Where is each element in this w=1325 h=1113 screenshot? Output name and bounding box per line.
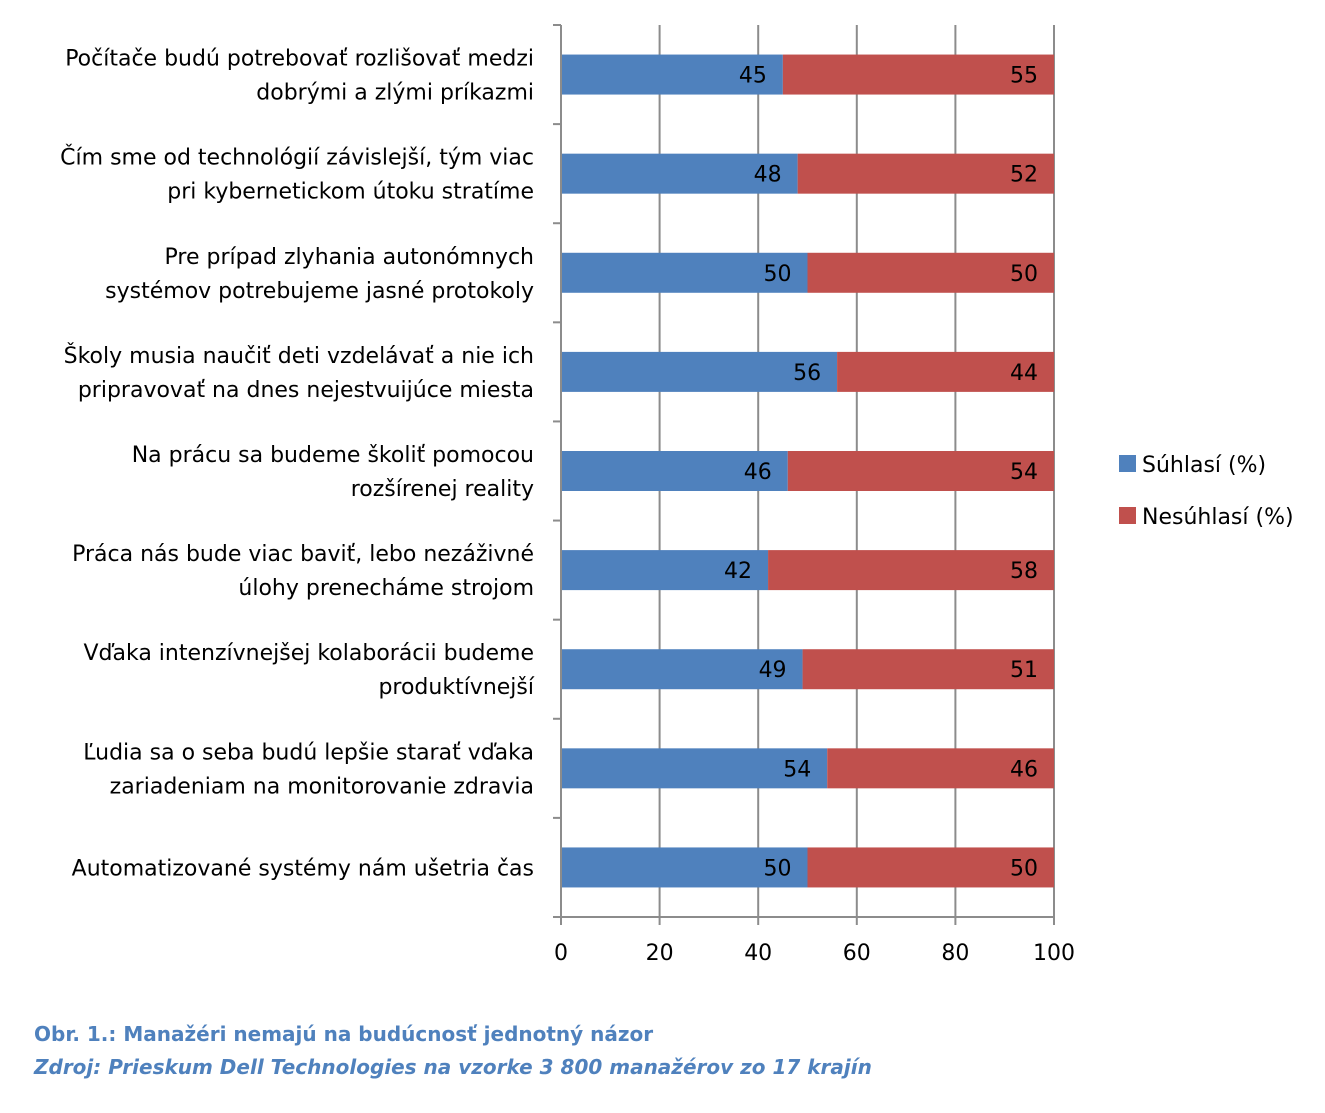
data-label-suhlasi: 50 [764,856,792,881]
data-label-suhlasi: 50 [764,262,792,287]
category-label: rozšírenej reality [351,477,534,502]
x-tick-label: 80 [941,941,969,966]
category-label: Ľudia sa o seba budú lepšie starať vďaka [83,740,534,765]
bar-suhlasi [561,550,769,591]
bars [561,54,1054,888]
data-label-nesuhlasi: 58 [1010,559,1038,584]
category-label: systémov potrebujeme jasné protokoly [105,279,534,304]
category-label: Školy musia naučiť deti vzdelávať a nie … [64,343,534,369]
category-label: Vďaka intenzívnejšej kolaborácii budeme [83,641,534,666]
axes: 0 20 40 60 80 100 [553,24,1075,966]
legend-label: Súhlasí (%) [1142,453,1266,478]
category-label: úlohy prenecháme strojom [238,576,534,601]
bar-nesuhlasi [837,351,1054,392]
legend-swatch [1119,455,1136,472]
x-tick-label: 20 [646,941,674,966]
data-label-nesuhlasi: 50 [1010,856,1038,881]
category-labels: Počítače budú potrebovať rozlišovať medz… [60,47,535,882]
x-tick-label: 40 [744,941,772,966]
bar-nesuhlasi [768,550,1054,591]
data-label-suhlasi: 48 [754,163,782,188]
stacked-bar-chart: 0 20 40 60 80 100 Počítače budú potrebovať ro… [60,24,1294,966]
data-labels: 45 55 48 52 50 50 56 44 46 54 42 58 49 51 54 46 50 50 [724,64,1038,882]
category-label: pri kybernetickom útoku stratíme [167,180,534,205]
data-label-nesuhlasi: 54 [1010,460,1038,485]
data-label-suhlasi: 46 [744,460,772,485]
category-label: dobrými a zlými príkazmi [256,81,534,106]
data-label-nesuhlasi: 52 [1010,163,1038,188]
data-label-nesuhlasi: 46 [1010,757,1038,782]
x-tick-label: 100 [1033,941,1075,966]
data-label-suhlasi: 45 [739,64,767,89]
category-label: Práca nás bude viac baviť, lebo nezáživn… [72,542,534,567]
category-label: Čím sme od technológií závislejší, tým v… [60,145,534,171]
bar-nesuhlasi [787,451,1054,491]
data-label-suhlasi: 42 [724,559,752,584]
bar-suhlasi [561,649,803,690]
x-tick-label: 0 [554,941,568,966]
category-label: zariadeniam na monitorovanie zdravia [110,774,534,799]
data-label-nesuhlasi: 55 [1010,64,1038,89]
x-tick-label: 60 [843,941,871,966]
data-label-nesuhlasi: 44 [1010,361,1038,386]
data-label-nesuhlasi: 50 [1010,262,1038,287]
category-label: pripravovať na dnes nejestvuijúce miesta [78,378,534,403]
data-label-suhlasi: 49 [759,658,787,683]
bar-suhlasi [561,54,783,95]
bar-nesuhlasi [802,649,1054,690]
bar-nesuhlasi [782,54,1054,95]
bar-suhlasi [561,153,798,194]
legend-swatch [1119,507,1136,524]
bar-suhlasi [561,748,828,789]
category-label: Na prácu sa budeme školiť pomocou [132,443,534,468]
bar-suhlasi [561,252,808,293]
bar-nesuhlasi [827,748,1054,789]
category-label: produktívnejší [378,675,534,700]
legend-label: Nesúhlasí (%) [1142,505,1294,530]
category-label: Pre prípad zlyhania autonómnych [165,245,534,270]
bar-nesuhlasi [807,847,1054,888]
bar-suhlasi [561,451,788,491]
category-label: Automatizované systémy nám ušetria čas [72,856,534,881]
bar-nesuhlasi [797,153,1054,194]
figure-caption: Obr. 1.: Manažéri nemajú na budúcnosť je… [34,1022,654,1046]
data-label-suhlasi: 56 [793,361,821,386]
bar-suhlasi [561,847,808,888]
figure-source: Zdroj: Prieskum Dell Technologies na vzo… [34,1055,872,1079]
legend: Súhlasí (%) Nesúhlasí (%) [1119,453,1294,530]
data-label-suhlasi: 54 [783,757,811,782]
bar-nesuhlasi [807,252,1054,293]
data-label-nesuhlasi: 51 [1010,658,1038,683]
bar-suhlasi [561,351,838,392]
category-label: Počítače budú potrebovať rozlišovať medz… [65,47,534,72]
